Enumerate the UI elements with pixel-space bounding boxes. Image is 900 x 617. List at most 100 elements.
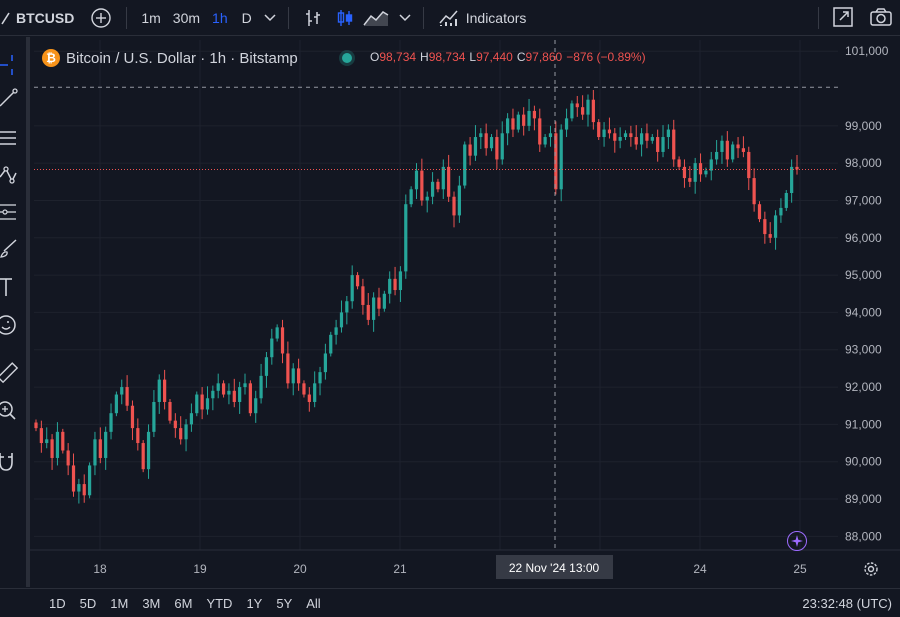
candle-body xyxy=(377,297,381,309)
interval-d-button[interactable]: D xyxy=(241,9,252,26)
candle-body xyxy=(114,394,118,414)
candle-body xyxy=(773,215,778,238)
range-1m-button[interactable]: 1M xyxy=(110,595,129,611)
interval-1m-button[interactable]: 1m xyxy=(141,9,161,26)
pattern-icon[interactable] xyxy=(0,163,24,187)
candle-body xyxy=(430,181,435,197)
candle-body xyxy=(425,196,429,201)
candle-body xyxy=(264,357,269,376)
candle-body xyxy=(709,159,713,171)
candle-body xyxy=(141,443,145,470)
range-all-button[interactable]: All xyxy=(306,595,321,611)
candle-body xyxy=(238,387,242,402)
zoom-in-icon[interactable] xyxy=(0,399,24,423)
candle-body xyxy=(77,484,81,492)
interval-30m-button[interactable]: 30m xyxy=(172,9,201,26)
horizontal-lines-icon[interactable] xyxy=(0,127,24,151)
close-value: 97,860 xyxy=(525,50,563,64)
trend-line-icon[interactable] xyxy=(0,86,24,110)
range-5d-button[interactable]: 5D xyxy=(79,595,97,611)
price-tick-label: 92,000 xyxy=(845,380,882,394)
candle-body xyxy=(232,390,236,402)
price-chart[interactable]: 100,03597,83122 Nov '24 13:00 101,000 99,… xyxy=(0,0,900,588)
screenshot-button[interactable] xyxy=(869,6,893,31)
candle-body xyxy=(152,401,156,432)
chart-settings-button[interactable] xyxy=(862,560,880,578)
candle-body xyxy=(570,103,574,119)
candle-body xyxy=(500,133,504,160)
interval-dropdown-button[interactable] xyxy=(258,0,282,36)
ohlc-values: O98,734 H98,734 L97,440 C97,860 −876 (−0… xyxy=(370,50,646,64)
candle-body xyxy=(227,390,231,395)
brush-icon[interactable] xyxy=(0,237,24,261)
candle-body xyxy=(350,275,354,302)
candle-body xyxy=(554,133,558,190)
price-axis: 101,000 99,000 98,000 97,000 96,000 95,000 94,… xyxy=(838,37,900,550)
clock[interactable]: 23:32:48 (UTC) xyxy=(802,596,892,611)
bar-chart-type-button[interactable] xyxy=(295,0,331,36)
range-5y-button[interactable]: 5Y xyxy=(276,595,293,611)
time-tick-label: 25 xyxy=(793,562,807,576)
time-axis: 18 19 20 21 24 25 xyxy=(30,549,900,576)
range-1y-button[interactable]: 1Y xyxy=(246,595,263,611)
time-tick-label: 24 xyxy=(693,562,707,576)
ai-assistant-button[interactable] xyxy=(787,531,807,551)
fullscreen-button[interactable] xyxy=(832,6,854,31)
area-chart-type-button[interactable] xyxy=(359,0,393,36)
candle-body xyxy=(286,353,290,384)
candle-body xyxy=(656,137,660,152)
gear-icon xyxy=(864,562,878,576)
candle-body xyxy=(795,166,799,170)
range-1d-button[interactable]: 1D xyxy=(49,595,66,611)
crosshair-icon[interactable] xyxy=(0,53,24,77)
candle-body xyxy=(93,439,97,466)
candle-body xyxy=(243,383,247,388)
candle-body xyxy=(163,379,167,402)
close-key: C xyxy=(516,50,526,64)
text-tool-icon[interactable] xyxy=(0,275,24,299)
emoji-icon[interactable] xyxy=(0,313,24,337)
candle-body xyxy=(45,439,49,444)
market-status-icon[interactable] xyxy=(342,53,352,63)
range-3m-button[interactable]: 3M xyxy=(142,595,161,611)
range-ytd-button[interactable]: YTD xyxy=(206,595,233,611)
candle-body xyxy=(618,137,622,141)
search-icon[interactable] xyxy=(0,10,12,26)
high-key: H xyxy=(420,50,429,64)
candles-chart-type-button[interactable] xyxy=(331,0,359,36)
candle-body xyxy=(688,178,692,182)
chart-type-dropdown-button[interactable] xyxy=(393,0,417,36)
candle-body xyxy=(698,163,703,175)
symbol-search-button[interactable]: BTCUSD xyxy=(16,9,75,26)
indicators-icon xyxy=(439,10,458,26)
low-key: L xyxy=(469,50,477,64)
candle-body xyxy=(39,428,43,444)
candle-body xyxy=(211,390,215,399)
time-tick-label: 21 xyxy=(393,562,407,576)
candle-body xyxy=(55,431,60,458)
candle-body xyxy=(366,304,370,320)
fib-retracement-icon[interactable] xyxy=(0,200,24,224)
price-tick-label: 101,000 xyxy=(845,44,889,58)
candle-body xyxy=(61,431,65,451)
candle-body xyxy=(329,334,333,354)
ruler-icon[interactable] xyxy=(0,361,24,385)
interval-1h-button[interactable]: 1h xyxy=(212,9,228,26)
sparkle-icon xyxy=(791,535,803,547)
candlestick-series xyxy=(34,90,799,504)
magnet-icon[interactable] xyxy=(0,449,24,473)
price-tick-label: 96,000 xyxy=(845,231,882,245)
range-6m-button[interactable]: 6M xyxy=(174,595,193,611)
compare-symbol-button[interactable] xyxy=(82,0,120,36)
candle-body xyxy=(420,170,424,201)
top-toolbar: BTCUSD 1m 30m 1h D xyxy=(0,0,900,36)
candle-body xyxy=(639,133,644,145)
candle-body xyxy=(693,163,697,182)
candle-body xyxy=(543,137,547,145)
candle-body xyxy=(581,107,585,115)
candle-body xyxy=(629,133,633,138)
symbol-title[interactable]: Bitcoin / U.S. Dollar · 1h · Bitstamp xyxy=(66,49,298,67)
candle-body xyxy=(280,327,285,354)
candle-body xyxy=(334,327,338,335)
indicators-button[interactable]: Indicators xyxy=(430,0,535,36)
